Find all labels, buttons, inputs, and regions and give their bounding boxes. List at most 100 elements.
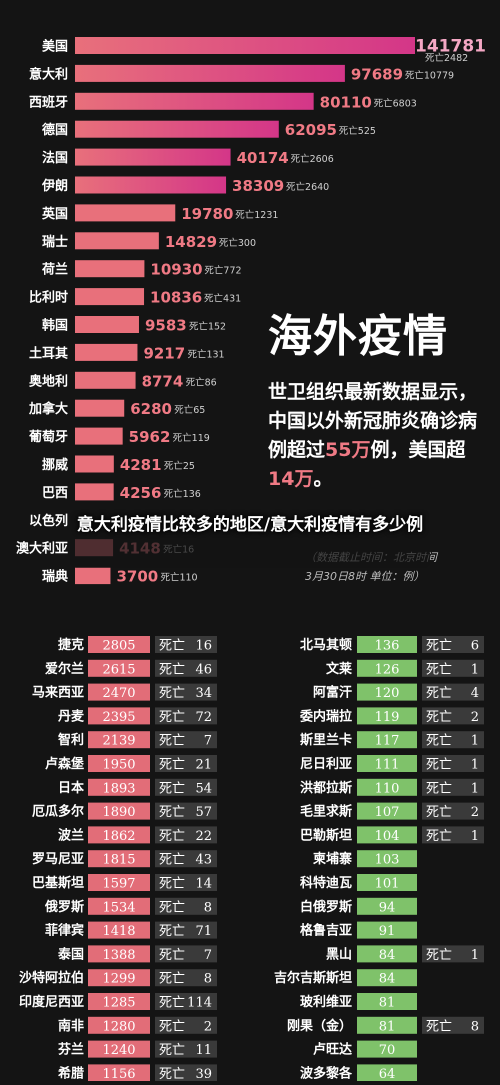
table-country-label: 委内瑞拉 (299, 708, 352, 724)
table-death-value: 43 (195, 853, 212, 868)
table-value-cell (357, 683, 417, 701)
table-value-cell (357, 897, 417, 915)
table-death-word: 死亡 (159, 972, 185, 987)
table-value-label: 111 (375, 758, 400, 773)
bar-death-label: 死亡431 (204, 293, 241, 305)
table-value-cell (357, 850, 417, 868)
bar-value-label: 10930 (150, 261, 202, 279)
table-country-label: 柬埔寨 (313, 851, 352, 867)
bar (75, 64, 345, 82)
table-death-value: 2 (471, 805, 479, 820)
bar-value-label: 141781 (415, 37, 486, 57)
table-value-label: 1890 (102, 805, 135, 820)
table-value-cell (357, 755, 417, 772)
table-death-cell (422, 802, 484, 820)
table-death-word: 死亡 (426, 829, 452, 844)
table-death-cell (155, 969, 217, 987)
table-value-label: 84 (379, 948, 396, 963)
table-value-label: 117 (375, 734, 400, 749)
bar-death-label: 死亡2640 (286, 181, 329, 193)
table-death-word: 死亡 (426, 662, 452, 677)
table-value-cell (88, 636, 150, 653)
table-death-cell (155, 683, 217, 701)
table-value-cell (88, 1064, 150, 1082)
table-value-cell (88, 755, 150, 772)
bar-value-label: 4281 (120, 456, 162, 474)
table-value-label: 107 (375, 805, 400, 820)
table-country-label: 捷克 (58, 637, 84, 653)
summary-text-1: 世卫组织最新数据显示，中国以外新冠肺炎确诊病例超过 (268, 381, 478, 461)
table-country-label: 巴基斯坦 (32, 875, 84, 891)
table-death-cell (422, 659, 484, 677)
table-death-cell (155, 897, 217, 915)
table-country-label: 科特迪瓦 (300, 875, 352, 891)
table-death-word: 死亡 (159, 734, 185, 749)
table-death-cell (155, 707, 217, 725)
table-value-cell (357, 1040, 417, 1058)
bar (75, 37, 415, 54)
table-death-cell (155, 850, 217, 868)
table-country-label: 毛里求斯 (300, 804, 352, 820)
table-death-cell (422, 755, 484, 772)
table-death-value: 14 (195, 877, 212, 892)
data-note-line2: 3月30日8时 单位：例） (305, 570, 425, 583)
bar-country-label: 澳大利亚 (16, 541, 68, 557)
table-death-value: 1 (471, 829, 479, 844)
table-value-cell (88, 969, 150, 987)
data-note-line1: （数据截止时间：北京时间 (305, 551, 437, 564)
table-value-cell (88, 731, 150, 749)
table-value-label: 81 (379, 1019, 396, 1034)
table-death-value: 71 (195, 924, 212, 939)
table-death-cell (155, 921, 217, 939)
table-death-value: 16 (195, 639, 212, 654)
headline: 海外疫情 (268, 311, 448, 362)
table-value-cell (357, 802, 417, 820)
table-death-word: 死亡 (426, 948, 452, 963)
bar-death-label: 死亡86 (186, 376, 217, 388)
bar-death-label: 死亡525 (339, 125, 376, 137)
bar (75, 567, 111, 585)
table-value-cell (88, 921, 150, 939)
bar-value-label: 40174 (237, 149, 289, 167)
bar-country-label: 加拿大 (28, 401, 68, 417)
table-value-label: 2805 (102, 639, 135, 654)
table-death-word: 死亡 (159, 877, 185, 892)
table-death-cell (422, 778, 484, 796)
table-country-label: 斯里兰卡 (300, 732, 352, 748)
bar (75, 120, 279, 138)
table-country-label: 沙特阿拉伯 (19, 970, 84, 986)
table-country-label: 南非 (58, 1018, 84, 1034)
table-value-cell (88, 707, 150, 725)
table-value-cell (357, 636, 417, 653)
bar-death-label: 死亡6803 (374, 97, 417, 109)
table-value-cell (88, 778, 150, 796)
bar-country-label: 瑞典 (42, 569, 68, 585)
table-death-word: 死亡 (426, 639, 452, 654)
table-death-cell (155, 755, 217, 772)
bar (75, 371, 136, 389)
bar (75, 343, 138, 361)
table-death-value: 8 (204, 972, 212, 987)
table-death-value: 7 (204, 948, 212, 963)
table-value-label: 104 (375, 829, 400, 844)
table-death-cell (422, 636, 484, 653)
table-death-cell (422, 707, 484, 725)
bar-death-label: 死亡772 (204, 265, 241, 277)
table-death-cell (155, 1016, 217, 1034)
table-value-label: 136 (375, 639, 400, 654)
bar-country-label: 英国 (41, 206, 68, 222)
table-value-label: 1597 (102, 877, 135, 892)
table-value-cell (88, 874, 150, 891)
bar (75, 399, 125, 417)
table-value-label: 126 (375, 662, 400, 677)
table-country-label: 玻利维亚 (300, 994, 352, 1010)
table-death-value: 34 (195, 686, 212, 701)
bar-value-label: 10836 (150, 289, 202, 307)
bar-value-label: 3700 (116, 568, 158, 586)
table-value-label: 1388 (102, 948, 135, 963)
table-death-cell (155, 731, 217, 749)
table-value-cell (357, 921, 417, 939)
bar-country-label: 瑞士 (42, 234, 68, 250)
bar-value-label: 62095 (285, 121, 337, 139)
bar-country-label: 比利时 (29, 290, 68, 306)
